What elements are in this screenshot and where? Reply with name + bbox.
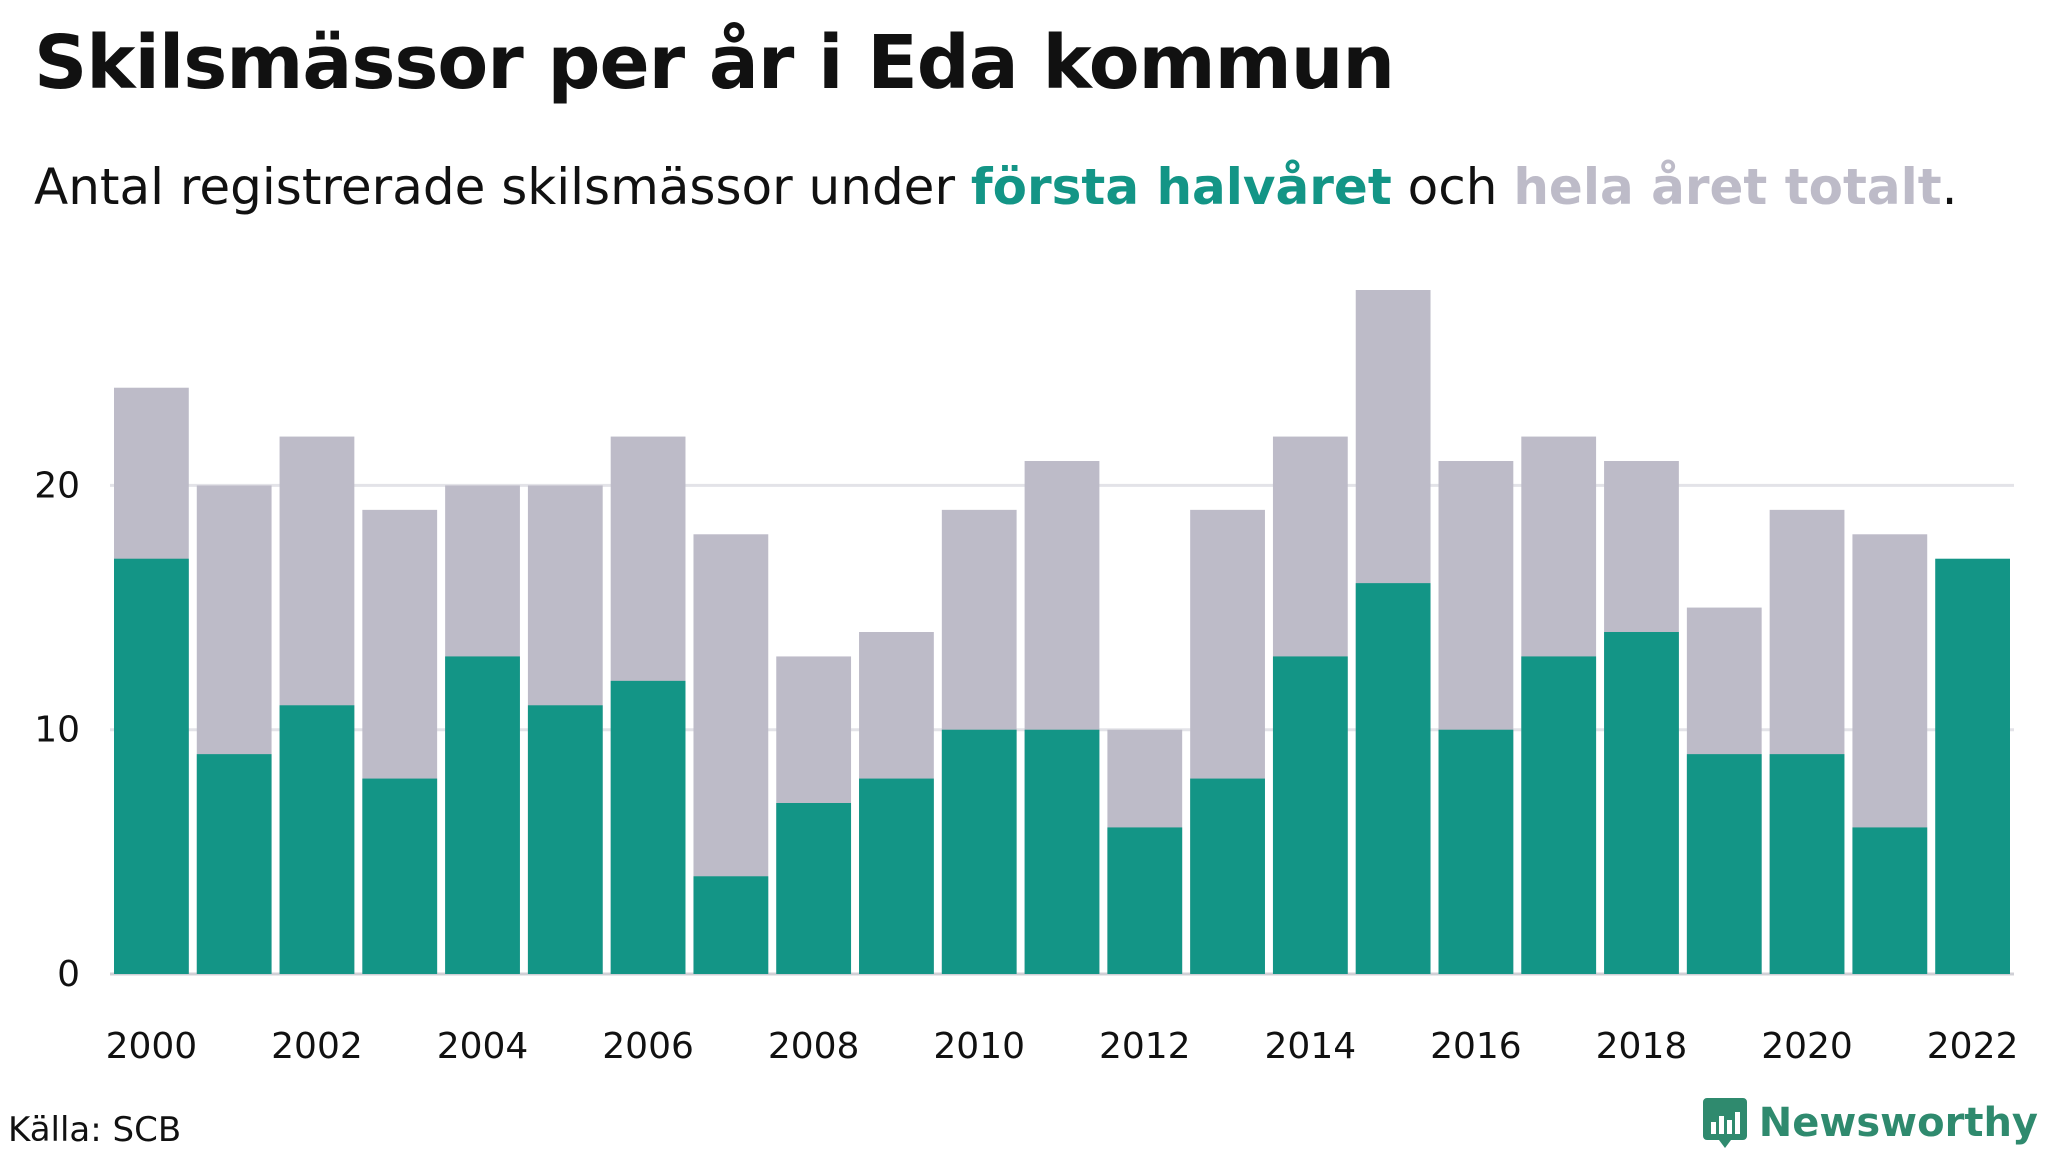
source-label: Källa: SCB <box>8 1110 182 1150</box>
bar-first-half-2010 <box>941 729 1017 974</box>
x-tick-label: 2002 <box>271 1026 363 1067</box>
x-tick-label: 2000 <box>106 1026 198 1067</box>
bar-first-half-2021 <box>1852 827 1928 974</box>
bar-first-half-2016 <box>1438 729 1514 974</box>
bar-first-half-2005 <box>527 705 603 974</box>
x-tick-label: 2016 <box>1430 1026 1522 1067</box>
y-tick-label: 20 <box>34 465 80 506</box>
legend-full-year: hela året totalt <box>1513 158 1942 216</box>
x-tick-label: 2022 <box>1927 1026 2019 1067</box>
brand: Newsworthy <box>1702 1098 2038 1148</box>
axis-labels: 0 10 20 2000 2002 2004 2006 2008 2010 2012 2014 201… <box>34 465 2018 1067</box>
y-tick-label: 10 <box>34 710 80 751</box>
newsworthy-logo-icon <box>1702 1098 1747 1148</box>
bars <box>114 290 2010 975</box>
subtitle-text-2: och <box>1391 158 1514 216</box>
bar-first-half-2018 <box>1604 632 1679 974</box>
chart-title: Skilsmässor per år i Eda kommun <box>34 20 1395 106</box>
bar-first-half-2015 <box>1355 583 1431 974</box>
bar-first-half-2006 <box>610 680 686 974</box>
bar-first-half-2012 <box>1107 827 1183 974</box>
brand-name: Newsworthy <box>1758 1100 2038 1146</box>
bar-first-half-2019 <box>1686 754 1762 974</box>
x-tick-label: 2020 <box>1761 1026 1853 1067</box>
bar-first-half-2013 <box>1190 778 1265 974</box>
bar-chart: 0 10 20 2000 2002 2004 2006 2008 2010 2012 2014 201… <box>34 290 2018 1067</box>
bar-first-half-2001 <box>196 754 272 974</box>
x-tick-label: 2018 <box>1596 1026 1688 1067</box>
x-tick-label: 2006 <box>602 1026 694 1067</box>
x-tick-label: 2004 <box>437 1026 529 1067</box>
x-tick-label: 2012 <box>1099 1026 1191 1067</box>
bar-first-half-2022 <box>1935 558 2010 974</box>
legend-first-half: första halvåret <box>970 158 1392 216</box>
x-tick-label: 2008 <box>768 1026 860 1067</box>
y-tick-label: 0 <box>57 954 80 995</box>
bar-first-half-2009 <box>859 778 934 974</box>
bar-first-half-2002 <box>279 705 355 974</box>
bar-first-half-2020 <box>1769 754 1845 974</box>
chart-subtitle: Antal registrerade skilsmässor under för… <box>34 158 1958 216</box>
bar-first-half-2011 <box>1024 729 1100 974</box>
bar-first-half-2014 <box>1272 656 1348 974</box>
bar-first-half-2007 <box>693 876 769 974</box>
bar-first-half-2003 <box>362 778 438 974</box>
subtitle-text-3: . <box>1941 158 1958 216</box>
x-tick-label: 2010 <box>933 1026 1025 1067</box>
subtitle-text-1: Antal registrerade skilsmässor under <box>34 158 971 216</box>
bar-first-half-2000 <box>114 558 189 974</box>
x-tick-label: 2014 <box>1265 1026 1357 1067</box>
bar-first-half-2008 <box>776 803 852 974</box>
bar-first-half-2004 <box>445 656 520 974</box>
bar-first-half-2017 <box>1521 656 1597 974</box>
